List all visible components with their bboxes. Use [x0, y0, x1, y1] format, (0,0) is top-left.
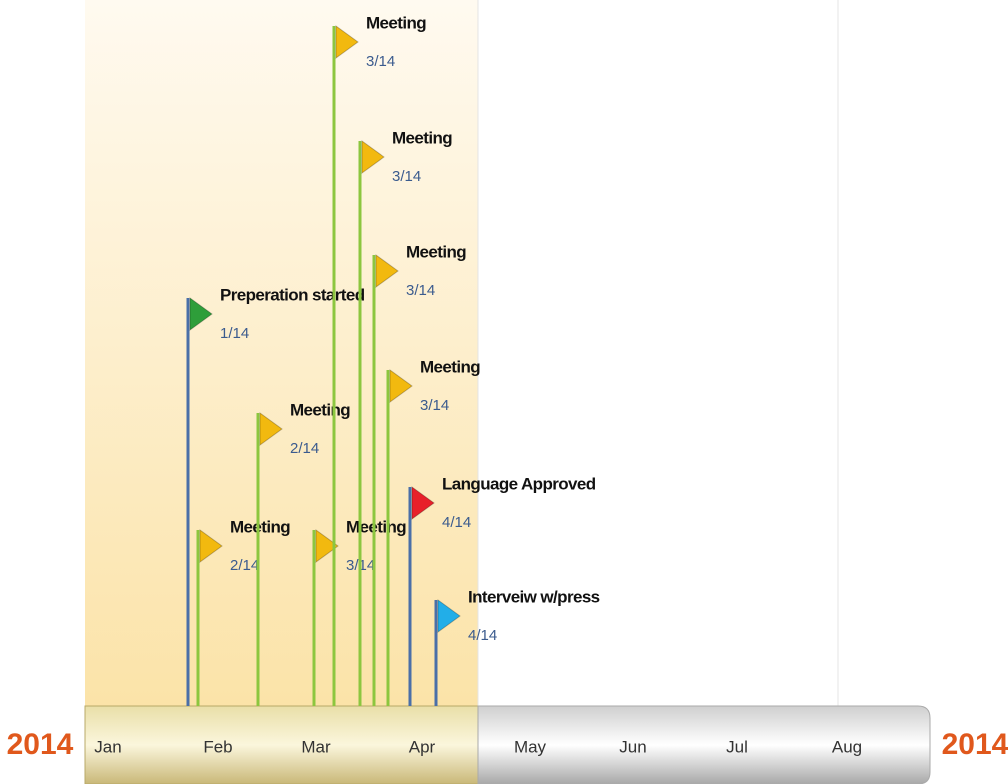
month-label: Aug	[832, 737, 862, 756]
event-title: Meeting	[346, 517, 406, 536]
flag	[199, 529, 223, 563]
event-date: 4/14	[442, 514, 471, 531]
year-label: 2014	[7, 728, 74, 761]
event-date: 3/14	[406, 282, 435, 299]
event-title: Meeting	[366, 13, 426, 32]
event-date: 3/14	[420, 397, 449, 414]
flag	[437, 599, 461, 633]
flag	[259, 412, 283, 446]
flag	[411, 486, 435, 520]
event-title: Interveiw w/press	[468, 587, 600, 606]
event-date: 2/14	[230, 557, 259, 574]
event-date: 3/14	[392, 168, 421, 185]
event-title: Meeting	[290, 400, 350, 419]
flag	[361, 140, 385, 174]
month-label: Jan	[94, 737, 121, 756]
event-date: 3/14	[366, 53, 395, 70]
event-date: 2/14	[290, 440, 319, 457]
month-label: Jun	[619, 737, 646, 756]
flag	[335, 25, 359, 59]
month-label: Mar	[301, 737, 331, 756]
event-title: Meeting	[230, 517, 290, 536]
month-label: Feb	[203, 737, 232, 756]
flag	[315, 529, 339, 563]
flag	[375, 254, 399, 288]
event-title: Meeting	[420, 357, 480, 376]
month-bar-past	[84, 705, 479, 784]
event-title: Meeting	[392, 128, 452, 147]
event-date: 4/14	[468, 627, 497, 644]
flag	[189, 297, 213, 331]
event-title: Meeting	[406, 242, 466, 261]
highlight-region	[85, 0, 478, 706]
event-title: Language Approved	[442, 474, 596, 493]
month-label: Jul	[726, 737, 748, 756]
flag	[389, 369, 413, 403]
month-label: May	[514, 737, 547, 756]
month-label: Apr	[409, 737, 436, 756]
event-date: 1/14	[220, 325, 249, 342]
year-label: 2014	[942, 728, 1008, 761]
event-title: Preperation started	[220, 285, 365, 304]
